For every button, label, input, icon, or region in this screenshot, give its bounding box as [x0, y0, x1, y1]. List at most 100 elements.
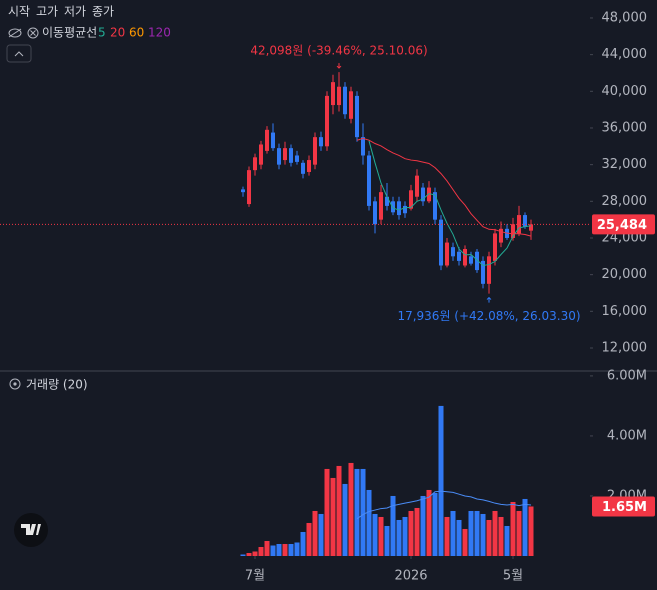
- candle-body: [331, 82, 335, 106]
- ohlc-label: 저가: [64, 5, 86, 19]
- volume-bar: [312, 510, 318, 556]
- candle-body: [397, 201, 401, 216]
- remove-icon[interactable]: [27, 27, 39, 39]
- volume-bar: [330, 477, 336, 556]
- candle-body: [343, 86, 347, 115]
- remove-cross: [30, 30, 36, 36]
- ma-period: 5: [98, 26, 106, 40]
- candle-body: [313, 137, 317, 165]
- volume-bar: [504, 525, 510, 556]
- y-tick-label: 12,000: [602, 340, 648, 355]
- volume-bar: [342, 483, 348, 556]
- volume-bar: [396, 519, 402, 556]
- volume-bar: [336, 465, 342, 556]
- volume-bar: [258, 546, 264, 556]
- volume-bar: [480, 513, 486, 556]
- candle-body: [427, 187, 431, 202]
- volume-bar: [300, 531, 306, 556]
- volume-bar: [270, 545, 276, 556]
- volume-bar: [294, 542, 300, 556]
- candle-body: [481, 260, 485, 284]
- volume-bar: [462, 528, 468, 556]
- volume-eye-dot: [13, 382, 17, 386]
- candle-body: [421, 187, 425, 202]
- y-tick-label: 20,000: [602, 267, 648, 282]
- candle-body: [475, 251, 479, 271]
- candle-body: [241, 189, 245, 193]
- min-annotation: 17,936원 (+42.08%, 26.03.30): [397, 309, 580, 323]
- collapse-arrow: [14, 51, 24, 57]
- volume-bar: [402, 516, 408, 556]
- moving-average: [368, 140, 532, 267]
- candle-body: [451, 247, 455, 257]
- volume-bar: [420, 495, 426, 556]
- volume-bar: [408, 510, 414, 556]
- candle-body: [385, 196, 389, 206]
- candle-body: [469, 256, 473, 264]
- ma-period: 60: [129, 26, 144, 40]
- volume-eye[interactable]: [9, 378, 21, 390]
- candle-body: [487, 256, 491, 284]
- x-tick-label: 7월: [245, 569, 265, 584]
- ma-title: 이동평균선: [42, 26, 97, 40]
- candle-body: [265, 129, 269, 151]
- volume-bar: [276, 543, 282, 556]
- volume-title: 거래량 (20): [26, 378, 88, 392]
- candle-body: [259, 144, 263, 165]
- candle-body: [355, 95, 359, 138]
- candle-body: [301, 162, 305, 174]
- last-price-label: 25,484: [597, 218, 647, 233]
- volume-bar: [492, 510, 498, 556]
- volume-ma: [356, 490, 532, 520]
- volume-bar: [432, 492, 438, 556]
- candle-body: [493, 233, 497, 261]
- volume-bar: [438, 405, 444, 556]
- volume-bar: [498, 516, 504, 556]
- eye-icon[interactable]: [8, 28, 22, 38]
- candle-body: [337, 86, 341, 106]
- candle-body: [391, 201, 395, 213]
- volume-icon[interactable]: [9, 378, 21, 390]
- candle-body: [289, 148, 293, 163]
- volume-bar: [516, 510, 522, 556]
- logo-mark: [21, 524, 41, 535]
- candle-body: [319, 137, 323, 147]
- volume-bar: [444, 516, 450, 556]
- candle-body: [457, 251, 461, 261]
- y-tick-label: 40,000: [602, 84, 648, 99]
- ma-toggle-icons[interactable]: [6, 27, 39, 63]
- logo[interactable]: [14, 513, 48, 547]
- candle-body: [523, 215, 527, 227]
- candle-body: [499, 228, 503, 243]
- candle-body: [253, 157, 257, 171]
- volume-bar: [456, 519, 462, 556]
- candle-body: [463, 248, 467, 266]
- last-price-box: [592, 214, 655, 235]
- y-tick-label: 16,000: [602, 304, 648, 319]
- volume-bar: [474, 510, 480, 556]
- x-tick-label: 5월: [503, 569, 523, 584]
- candle-body: [283, 148, 287, 161]
- volume-bar: [510, 501, 516, 556]
- volume-bar: [324, 468, 330, 556]
- ohlc-label: 고가: [36, 5, 58, 19]
- min-arrow: [486, 296, 492, 303]
- y-tick-label: 48,000: [602, 10, 648, 25]
- collapse-button[interactable]: [6, 44, 32, 63]
- candle-body: [361, 137, 365, 156]
- candle-body: [271, 132, 275, 149]
- ohlc-label: 시작: [8, 5, 30, 19]
- y-tick-label: 36,000: [602, 120, 648, 135]
- ma-period: 20: [110, 26, 125, 40]
- volume-bar: [288, 543, 294, 556]
- volume-bar: [282, 543, 288, 556]
- y-tick-label: 28,000: [602, 194, 648, 209]
- volume-bar: [306, 522, 312, 556]
- volume-bar: [522, 498, 528, 556]
- volume-bar: [372, 513, 378, 556]
- candle-body: [247, 170, 251, 205]
- max-arrow: [336, 63, 342, 69]
- volume-bar: [414, 507, 420, 556]
